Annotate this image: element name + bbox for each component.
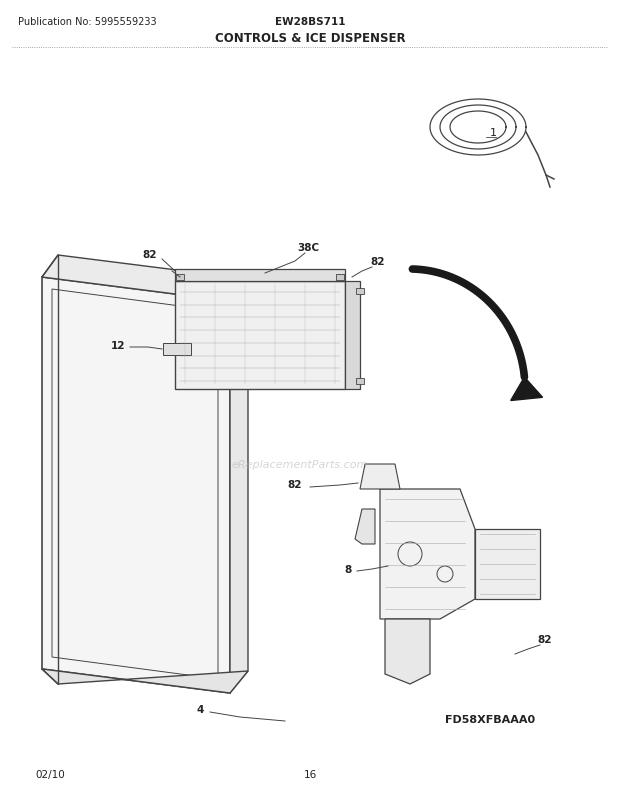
Text: 16: 16	[303, 769, 317, 779]
Polygon shape	[355, 509, 375, 545]
Polygon shape	[345, 282, 360, 390]
Text: 82: 82	[288, 480, 303, 489]
Text: 12: 12	[111, 341, 125, 350]
Text: 4: 4	[197, 704, 204, 714]
Text: 1: 1	[490, 128, 497, 138]
Polygon shape	[385, 619, 430, 684]
Polygon shape	[230, 280, 248, 693]
Polygon shape	[175, 282, 345, 390]
Polygon shape	[42, 277, 230, 693]
Bar	[176, 274, 184, 281]
Text: Publication No: 5995559233: Publication No: 5995559233	[18, 17, 157, 27]
Text: 38C: 38C	[297, 243, 319, 253]
Bar	[336, 274, 344, 281]
Polygon shape	[42, 256, 248, 302]
Bar	[356, 379, 364, 384]
Text: CONTROLS & ICE DISPENSER: CONTROLS & ICE DISPENSER	[215, 31, 405, 44]
Polygon shape	[475, 529, 540, 599]
Text: EW28BS711: EW28BS711	[275, 17, 345, 27]
Polygon shape	[42, 669, 248, 693]
Text: 02/10: 02/10	[35, 769, 64, 779]
Text: 8: 8	[344, 565, 352, 574]
Polygon shape	[511, 378, 542, 401]
Polygon shape	[380, 489, 475, 619]
Text: 82: 82	[371, 257, 385, 267]
Polygon shape	[360, 464, 400, 489]
Text: 82: 82	[538, 634, 552, 644]
Bar	[356, 289, 364, 294]
Text: FD58XFBAAA0: FD58XFBAAA0	[445, 714, 535, 724]
Polygon shape	[175, 269, 345, 282]
Text: 82: 82	[143, 249, 157, 260]
Bar	[163, 343, 191, 355]
Text: eReplacementParts.com: eReplacementParts.com	[232, 460, 368, 469]
